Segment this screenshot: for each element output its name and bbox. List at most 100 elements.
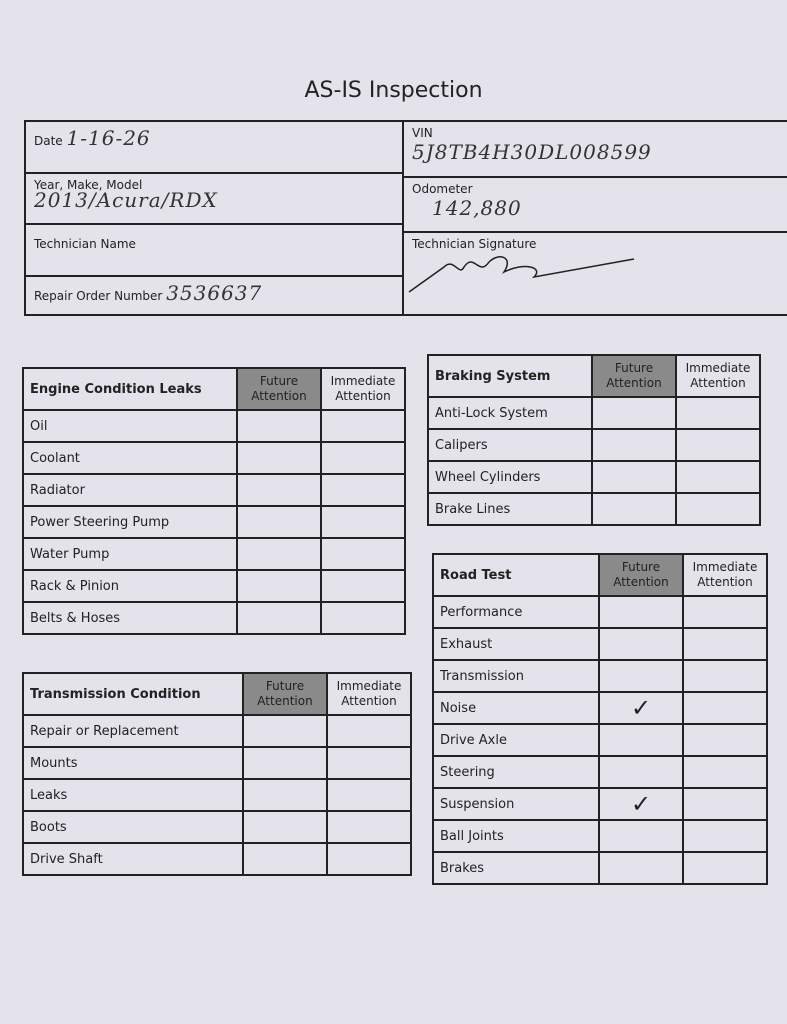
table-row: Calipers	[427, 428, 761, 462]
ro-label: Repair Order Number	[34, 288, 163, 303]
table-row: Rack & Pinion	[22, 569, 406, 603]
row-label: Water Pump	[22, 537, 238, 571]
future-attention-checkbox[interactable]	[591, 428, 677, 462]
immediate-attention-checkbox[interactable]	[682, 819, 768, 853]
row-label: Drive Shaft	[22, 842, 244, 876]
row-label: Noise	[432, 691, 600, 725]
future-attention-checkbox[interactable]	[236, 537, 322, 571]
row-label: Anti-Lock System	[427, 396, 593, 430]
table-row: Water Pump	[22, 537, 406, 571]
form-title: AS-IS Inspection	[304, 78, 483, 103]
future-attention-checkbox[interactable]	[598, 819, 684, 853]
vehicle-info-header: Date 1-16-26 Year, Make, Model 2013/Acura…	[24, 120, 787, 316]
future-attention-header: Future Attention	[236, 367, 322, 411]
row-label: Steering	[432, 755, 600, 789]
future-attention-checkbox[interactable]	[242, 810, 328, 844]
table-row: Coolant	[22, 441, 406, 475]
date-value: 1-16-26	[66, 126, 151, 150]
row-label: Leaks	[22, 778, 244, 812]
immediate-attention-checkbox[interactable]	[675, 428, 761, 462]
immediate-attention-checkbox[interactable]	[675, 492, 761, 526]
immediate-attention-checkbox[interactable]	[320, 601, 406, 635]
row-label: Mounts	[22, 746, 244, 780]
immediate-attention-checkbox[interactable]	[320, 569, 406, 603]
future-attention-checkbox[interactable]	[236, 505, 322, 539]
immediate-attention-checkbox[interactable]	[320, 473, 406, 507]
immediate-attention-checkbox[interactable]	[682, 627, 768, 661]
table-row: Boots	[22, 810, 412, 844]
future-attention-checkbox[interactable]	[591, 460, 677, 494]
vin-value: 5J8TB4H30DL008599	[412, 140, 652, 164]
row-label: Power Steering Pump	[22, 505, 238, 539]
signature-scribble	[408, 256, 635, 293]
immediate-attention-checkbox[interactable]	[320, 537, 406, 571]
future-attention-checkbox[interactable]	[236, 441, 322, 475]
table-row: Noise ✓	[432, 691, 768, 725]
row-label: Drive Axle	[432, 723, 600, 757]
immediate-attention-checkbox[interactable]	[682, 659, 768, 693]
date-field: Date 1-16-26	[26, 122, 402, 174]
immediate-attention-checkbox[interactable]	[682, 787, 768, 821]
engine-title: Engine Condition Leaks	[22, 367, 238, 411]
immediate-attention-checkbox[interactable]	[326, 714, 412, 748]
table-row: Drive Shaft	[22, 842, 412, 876]
future-attention-checkbox[interactable]: ✓	[598, 691, 684, 725]
row-label: Ball Joints	[432, 819, 600, 853]
future-attention-checkbox[interactable]	[598, 851, 684, 885]
future-attention-checkbox[interactable]	[242, 842, 328, 876]
future-attention-checkbox[interactable]	[242, 714, 328, 748]
immediate-attention-checkbox[interactable]	[675, 460, 761, 494]
immediate-attention-checkbox[interactable]	[326, 746, 412, 780]
table-row: Repair or Replacement	[22, 714, 412, 748]
future-attention-checkbox[interactable]	[236, 601, 322, 635]
future-attention-checkbox[interactable]	[598, 595, 684, 629]
vin-label: VIN	[412, 126, 433, 140]
table-row: Oil	[22, 409, 406, 443]
immediate-attention-checkbox[interactable]	[320, 441, 406, 475]
future-attention-header: Future Attention	[242, 672, 328, 716]
braking-table: Braking System Future Attention Immediat…	[427, 354, 761, 526]
future-attention-checkbox[interactable]	[236, 409, 322, 443]
table-row: Exhaust	[432, 627, 768, 661]
future-attention-checkbox[interactable]	[236, 569, 322, 603]
immediate-attention-checkbox[interactable]	[320, 409, 406, 443]
row-label: Performance	[432, 595, 600, 629]
vin-field: VIN 5J8TB4H30DL008599	[404, 122, 787, 178]
row-label: Coolant	[22, 441, 238, 475]
immediate-attention-checkbox[interactable]	[682, 691, 768, 725]
row-label: Suspension	[432, 787, 600, 821]
future-attention-header: Future Attention	[598, 553, 684, 597]
signature-field: Technician Signature	[404, 233, 787, 314]
ymm-value: 2013/Acura/RDX	[34, 187, 218, 212]
immediate-attention-checkbox[interactable]	[326, 810, 412, 844]
immediate-attention-checkbox[interactable]	[682, 595, 768, 629]
future-attention-checkbox[interactable]	[236, 473, 322, 507]
row-label: Repair or Replacement	[22, 714, 244, 748]
immediate-attention-checkbox[interactable]	[682, 851, 768, 885]
immediate-attention-checkbox[interactable]	[320, 505, 406, 539]
future-attention-checkbox[interactable]	[591, 396, 677, 430]
future-attention-checkbox[interactable]	[598, 627, 684, 661]
immediate-attention-header: Immediate Attention	[320, 367, 406, 411]
future-attention-checkbox[interactable]	[591, 492, 677, 526]
immediate-attention-checkbox[interactable]	[682, 723, 768, 757]
table-row: Mounts	[22, 746, 412, 780]
future-attention-checkbox[interactable]	[598, 755, 684, 789]
table-row: Brake Lines	[427, 492, 761, 526]
immediate-attention-checkbox[interactable]	[682, 755, 768, 789]
future-attention-checkbox[interactable]	[598, 659, 684, 693]
table-row: Leaks	[22, 778, 412, 812]
future-attention-checkbox[interactable]	[242, 778, 328, 812]
road-table: Road Test Future Attention Immediate Att…	[432, 553, 768, 885]
future-attention-checkbox[interactable]	[242, 746, 328, 780]
immediate-attention-checkbox[interactable]	[326, 842, 412, 876]
immediate-attention-header: Immediate Attention	[675, 354, 761, 398]
row-label: Belts & Hoses	[22, 601, 238, 635]
future-attention-header: Future Attention	[591, 354, 677, 398]
immediate-attention-checkbox[interactable]	[675, 396, 761, 430]
future-attention-checkbox[interactable]: ✓	[598, 787, 684, 821]
immediate-attention-checkbox[interactable]	[326, 778, 412, 812]
table-row: Belts & Hoses	[22, 601, 406, 635]
future-attention-checkbox[interactable]	[598, 723, 684, 757]
table-row: Drive Axle	[432, 723, 768, 757]
